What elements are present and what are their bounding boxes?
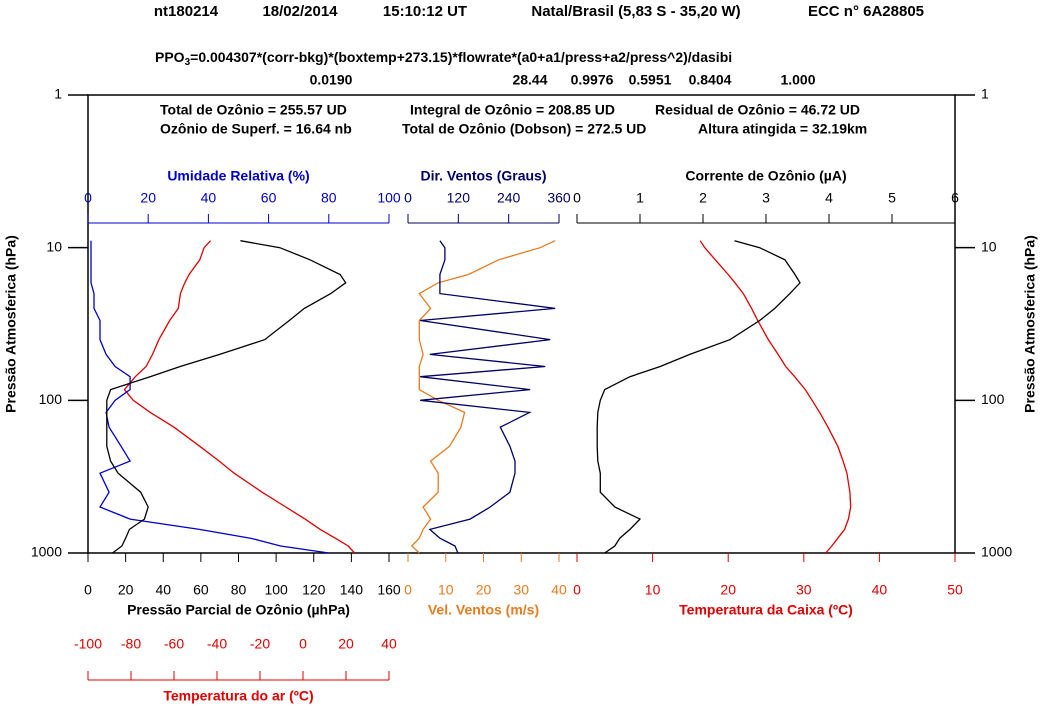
axis-label: Vel. Ventos (m/s) xyxy=(428,602,539,618)
x-tick-label: 0 xyxy=(84,582,92,598)
x-tick-label: 40 xyxy=(155,582,171,598)
axis-label: Pressão Parcial de Ozônio (µhPa) xyxy=(127,602,350,618)
plot-frame xyxy=(87,94,956,554)
x-tick-label: 1 xyxy=(636,190,644,206)
x-tick-label: 20 xyxy=(476,582,492,598)
x-tick-label: -80 xyxy=(121,636,141,652)
coefficient: 28.44 xyxy=(512,72,547,88)
x-tick-label: 4 xyxy=(825,190,833,206)
x-tick-label: 60 xyxy=(193,582,209,598)
x-tick-label: 0 xyxy=(573,582,581,598)
x-tick-label: 40 xyxy=(872,582,888,598)
y-tick-label: 10 xyxy=(46,238,62,254)
x-tick-label: -100 xyxy=(74,636,102,652)
x-tick-label: 0 xyxy=(404,190,412,206)
y-axis-label: Pressão Atmosferica (hPa) xyxy=(3,235,19,413)
coefficient: 0.0190 xyxy=(310,72,353,88)
profile-line xyxy=(699,240,852,554)
profile-line xyxy=(123,240,356,554)
x-tick-label: 30 xyxy=(513,582,529,598)
x-tick-label: 10 xyxy=(438,582,454,598)
x-tick-label: 20 xyxy=(140,190,156,206)
x-tick-label: -60 xyxy=(164,636,184,652)
y-axis-label: Pressão Atmosferica (hPa) xyxy=(1022,235,1038,413)
x-tick-label: 50 xyxy=(947,582,963,598)
formula-sub: 3 xyxy=(185,57,191,68)
x-tick-label: 120 xyxy=(447,190,471,206)
profile-line xyxy=(410,240,556,554)
summary: Ozônio de Superf. = 16.64 nb xyxy=(160,121,352,137)
profile-line xyxy=(106,240,347,554)
title: 15:10:12 UT xyxy=(383,3,467,20)
x-tick-label: 140 xyxy=(340,582,364,598)
y-tick-label: 100 xyxy=(981,391,1005,407)
x-tick-label: 160 xyxy=(377,582,401,598)
x-tick-label: 20 xyxy=(118,582,134,598)
x-tick-label: 80 xyxy=(231,582,247,598)
profile-line xyxy=(420,240,556,554)
coefficient: 0.9976 xyxy=(571,72,614,88)
y-tick-label: 1000 xyxy=(981,544,1012,560)
y-tick-label: 10 xyxy=(981,238,997,254)
x-tick-label: 0 xyxy=(299,636,307,652)
y-tick-label: 1 xyxy=(981,86,989,102)
formula-lead: PPO xyxy=(155,49,185,65)
x-tick-label: 120 xyxy=(302,582,326,598)
summary: Integral de Ozônio = 208.85 UD xyxy=(410,102,615,118)
x-tick-label: 0 xyxy=(84,190,92,206)
x-tick-label: 240 xyxy=(497,190,521,206)
x-tick-label: 360 xyxy=(547,190,571,206)
x-tick-label: 60 xyxy=(261,190,277,206)
x-tick-label: 0 xyxy=(404,582,412,598)
axis-label: Temperatura da Caixa (ºC) xyxy=(679,602,853,618)
x-tick-label: 40 xyxy=(381,636,397,652)
y-tick-label: 100 xyxy=(39,391,63,407)
axis-label: Dir. Ventos (Graus) xyxy=(420,168,546,184)
title: 18/02/2014 xyxy=(262,3,338,20)
x-tick-label: 3 xyxy=(762,190,770,206)
coefficient: 1.000 xyxy=(780,72,815,88)
y-tick-label: 1000 xyxy=(31,544,62,560)
summary: Residual de Ozônio = 46.72 UD xyxy=(655,102,860,118)
profile-line xyxy=(90,240,329,554)
axis-label: Temperatura do ar (ºC) xyxy=(163,688,313,704)
axis-label: Umidade Relativa (%) xyxy=(167,168,309,184)
title: Natal/Brasil (5,83 S - 35,20 W) xyxy=(531,3,740,20)
formula: PPO3=0.004307*(corr-bkg)*(boxtemp+273.15… xyxy=(155,49,732,68)
profile-line xyxy=(596,240,801,554)
x-tick-label: 100 xyxy=(377,190,401,206)
summary: Total de Ozônio = 255.57 UD xyxy=(160,102,347,118)
title: nt180214 xyxy=(154,3,219,20)
x-tick-label: 80 xyxy=(321,190,337,206)
x-tick-label: 5 xyxy=(888,190,896,206)
x-tick-label: -40 xyxy=(207,636,227,652)
x-tick-label: 20 xyxy=(720,582,736,598)
x-tick-label: 40 xyxy=(201,190,217,206)
x-tick-label: 30 xyxy=(796,582,812,598)
x-tick-label: 10 xyxy=(645,582,661,598)
x-tick-label: -20 xyxy=(250,636,270,652)
coefficient: 0.5951 xyxy=(629,72,672,88)
summary: Altura atingida = 32.19km xyxy=(698,121,867,137)
formula-rest: =0.004307*(corr-bkg)*(boxtemp+273.15)*fl… xyxy=(190,49,732,65)
x-tick-label: 20 xyxy=(338,636,354,652)
x-tick-label: 0 xyxy=(573,190,581,206)
x-tick-label: 2 xyxy=(699,190,707,206)
coefficient: 0.8404 xyxy=(689,72,732,88)
x-tick-label: 6 xyxy=(951,190,959,206)
axis-label: Corrente de Ozônio (µA) xyxy=(685,168,846,184)
x-tick-label: 40 xyxy=(551,582,567,598)
y-tick-label: 1 xyxy=(54,86,62,102)
title: ECC n° 6A28805 xyxy=(808,3,924,20)
summary: Total de Ozônio (Dobson) = 272.5 UD xyxy=(402,121,646,137)
x-tick-label: 100 xyxy=(264,582,288,598)
